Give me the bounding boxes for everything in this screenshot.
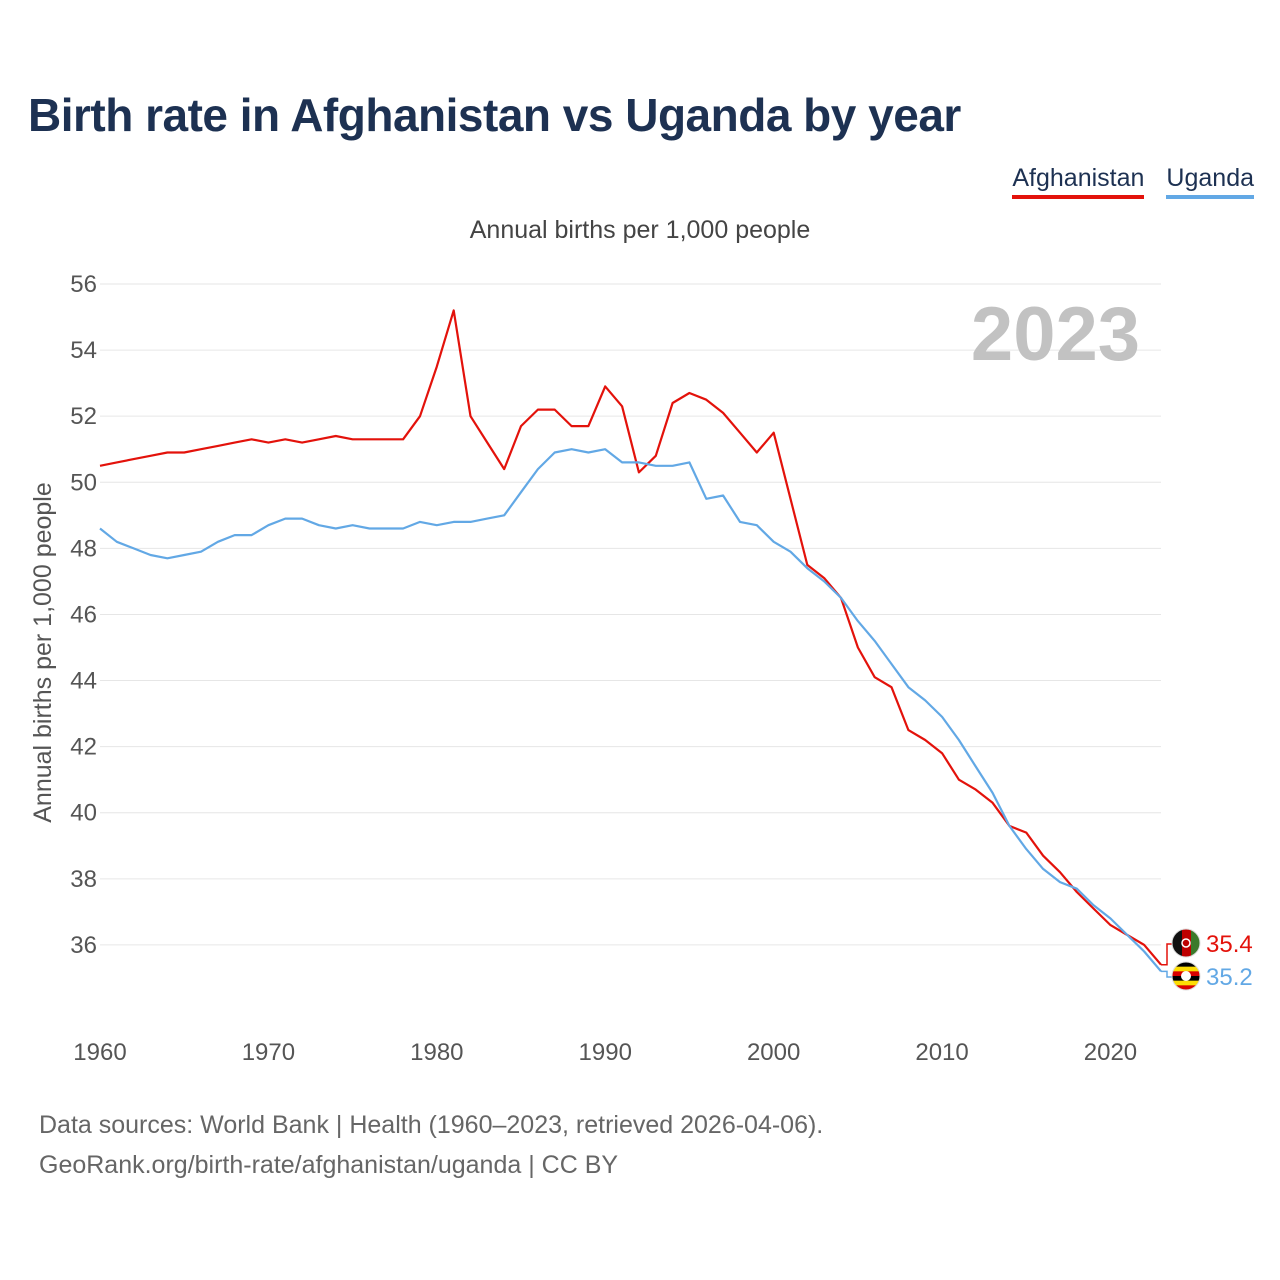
x-tick-label-1970: 1970 [242, 1039, 295, 1066]
y-tick-label-44: 44 [70, 668, 97, 695]
legend: Afghanistan Uganda [1012, 164, 1254, 199]
x-tick-label-1980: 1980 [410, 1039, 463, 1066]
connector-afghanistan [1161, 943, 1173, 966]
legend-item-afghanistan[interactable]: Afghanistan [1012, 164, 1145, 199]
connector-uganda [1161, 970, 1173, 978]
series-line-uganda [99, 448, 1162, 973]
y-tick-label-40: 40 [70, 800, 97, 827]
year-watermark: 2023 [971, 292, 1140, 377]
footer: Data sources: World Bank | Health (1960–… [39, 1105, 823, 1185]
y-tick-label-52: 52 [70, 403, 97, 430]
end-value-label-afghanistan: 35.4 [1206, 931, 1253, 958]
legend-item-uganda[interactable]: Uganda [1166, 164, 1254, 199]
y-tick-label-48: 48 [70, 535, 97, 562]
y-tick-label-42: 42 [70, 734, 97, 761]
y-tick-label-54: 54 [70, 337, 97, 364]
series-line-afghanistan [99, 309, 1162, 966]
x-tick-label-2010: 2010 [915, 1039, 968, 1066]
y-tick-label-56: 56 [70, 271, 97, 298]
line-chart: 36 38 40 42 44 46 48 50 52 54 56 1960 1970 1980 1990 20… [29, 271, 1253, 1066]
y-tick-label-46: 46 [70, 601, 97, 628]
y-tick-label-36: 36 [70, 932, 97, 959]
flag-uganda-icon [1171, 961, 1201, 991]
x-tick-label-1990: 1990 [579, 1039, 632, 1066]
x-tick-label-2000: 2000 [747, 1039, 800, 1066]
x-tick-label-1960: 1960 [73, 1039, 126, 1066]
end-value-label-uganda: 35.2 [1206, 964, 1253, 991]
footer-attribution: GeoRank.org/birth-rate/afghanistan/ugand… [39, 1151, 619, 1179]
y-tick-label-38: 38 [70, 866, 97, 893]
footer-sources: Data sources: World Bank | Health (1960–… [39, 1111, 824, 1139]
x-tick-label-2020: 2020 [1084, 1039, 1137, 1066]
y-axis-label: Annual births per 1,000 people [29, 482, 57, 823]
chart-subtitle: Annual births per 1,000 people [469, 216, 811, 244]
y-tick-label-50: 50 [70, 469, 97, 496]
chart-title: Birth rate in Afghanistan vs Uganda by y… [28, 89, 961, 141]
flag-afghanistan-icon [1171, 928, 1201, 958]
